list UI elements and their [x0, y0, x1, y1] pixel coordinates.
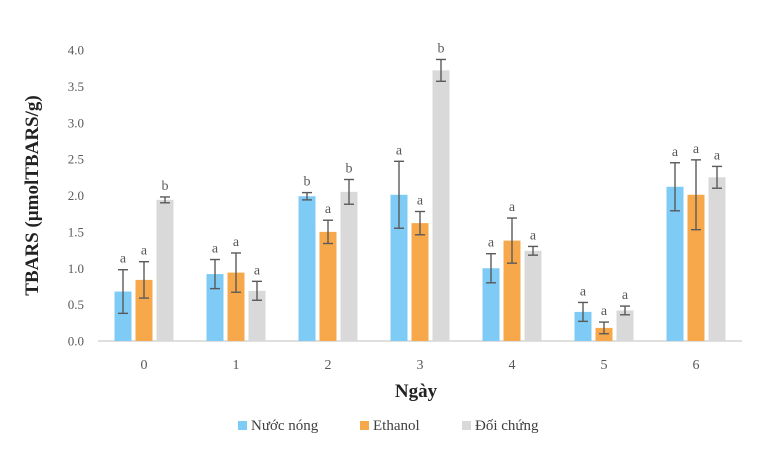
bar: [206, 274, 224, 341]
y-tick-label: 1.0: [68, 261, 84, 276]
x-axis-ticks: 0 1 2 3 4 5 6: [141, 358, 700, 373]
x-tick-label: 0: [141, 358, 148, 373]
bar: [524, 250, 542, 341]
significance-letter: b: [346, 161, 353, 176]
significance-letter: a: [120, 252, 127, 267]
y-tick-label: 4.0: [68, 43, 84, 58]
bar: [616, 310, 634, 341]
bar: [227, 272, 245, 341]
significance-letter: a: [417, 194, 424, 209]
x-axis-title: Ngày: [395, 381, 438, 402]
x-tick-label: 3: [417, 358, 424, 373]
legend-swatch: [360, 421, 369, 430]
significance-letter: a: [601, 304, 608, 319]
bar: [574, 311, 592, 341]
significance-letter: a: [233, 235, 240, 250]
bar: [390, 194, 408, 341]
y-tick-label: 0.5: [68, 297, 84, 312]
y-tick-label: 0.0: [68, 334, 84, 349]
significance-letter: b: [162, 179, 169, 194]
legend-swatch: [462, 421, 471, 430]
significance-letter: a: [212, 242, 219, 257]
x-tick-label: 2: [325, 358, 332, 373]
y-tick-label: 1.5: [68, 224, 84, 239]
significance-letter: a: [580, 284, 587, 299]
significance-letter: a: [325, 202, 332, 217]
bar: [411, 223, 429, 341]
bar: [432, 70, 450, 342]
y-tick-label: 2.0: [68, 188, 84, 203]
bar: [666, 186, 684, 341]
bar: [114, 291, 132, 341]
legend-swatch: [238, 421, 247, 430]
significance-letter: a: [141, 244, 148, 259]
bar: [156, 199, 174, 341]
error-bars: [118, 58, 722, 335]
significance-letter: a: [530, 228, 537, 243]
bar: [595, 327, 613, 341]
bar: [135, 279, 153, 341]
significance-letter: a: [254, 263, 261, 278]
significance-letter: b: [304, 175, 311, 190]
significance-letter: a: [672, 145, 679, 160]
bar: [248, 290, 266, 341]
bar: [298, 196, 316, 341]
x-tick-label: 4: [509, 358, 516, 373]
x-tick-label: 5: [601, 358, 608, 373]
significance-letter: a: [396, 143, 403, 158]
y-tick-label: 3.5: [68, 79, 84, 94]
bar: [319, 231, 337, 341]
legend-label: Nước nóng: [251, 418, 319, 434]
legend-label: Ethanol: [373, 418, 420, 434]
bar: [708, 177, 726, 341]
significance-letter: b: [438, 41, 445, 56]
significance-letter: a: [622, 288, 629, 303]
bar: [503, 240, 521, 341]
significance-letter: a: [693, 142, 700, 157]
bar: [687, 194, 705, 341]
y-tick-label: 3.0: [68, 115, 84, 130]
legend: Nước nóng Ethanol Đối chứng: [238, 418, 539, 434]
y-axis-ticks: 0.0 0.5 1.0 1.5 2.0 2.5 3.0 3.5 4.0: [68, 43, 84, 349]
x-tick-label: 6: [693, 358, 700, 373]
y-tick-label: 2.5: [68, 152, 84, 167]
bar: [482, 268, 500, 341]
significance-letter: a: [488, 236, 495, 251]
y-axis-title: TBARS (µmolTBARS/g): [22, 95, 43, 295]
bars: [114, 70, 726, 342]
bar: [340, 191, 358, 341]
significance-letter: a: [509, 200, 516, 215]
significance-letter: a: [714, 148, 721, 163]
legend-label: Đối chứng: [475, 418, 539, 434]
x-tick-label: 1: [233, 358, 240, 373]
